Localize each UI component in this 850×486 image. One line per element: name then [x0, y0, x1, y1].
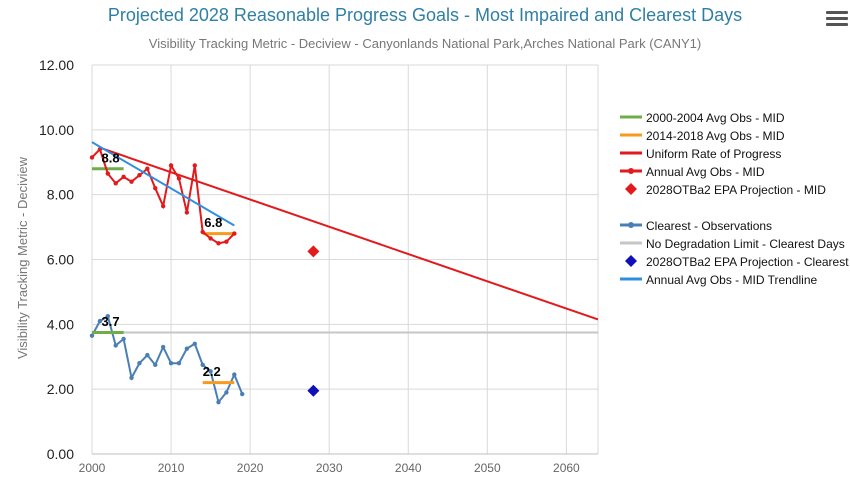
clearest-observations-point [232, 372, 237, 377]
clearest-observations-point [137, 361, 142, 366]
legend-label: 2028OTBa2 EPA Projection - MID [646, 183, 826, 197]
clearest-observations-point [216, 399, 221, 405]
annual-avg-obs-mid-point [168, 163, 174, 168]
clearest-observations-point [224, 390, 229, 395]
clearest-observations-point [240, 391, 245, 397]
annual-avg-obs-mid-point [216, 241, 221, 246]
grid [91, 64, 599, 455]
y-tick-label: 4.00 [47, 316, 74, 332]
annual-avg-obs-mid-point [129, 179, 134, 184]
clearest-observations-point [168, 361, 174, 366]
hamburger-menu-icon[interactable] [826, 11, 848, 29]
clearest-observations-point [113, 343, 118, 348]
axes: 2000 2010 2020 2030 2040 2050 2060 0.00 2.00 4.00… [39, 57, 598, 475]
legend-label: 2014-2018 Avg Obs - MID [646, 129, 785, 143]
legend-label: Annual Avg Obs - MID Trendline [646, 273, 818, 287]
chart-subtitle: Visibility Tracking Metric - Deciview - … [148, 36, 702, 51]
2028otba2-epa-projection-clearest-marker [307, 384, 320, 397]
data-annotation: 2.2 [203, 364, 221, 379]
legend-item[interactable]: 2014-2018 Avg Obs - MID [620, 129, 785, 143]
x-tick-label: 2050 [474, 461, 501, 475]
legend-label: Uniform Rate of Progress [646, 147, 781, 161]
annual-avg-obs-mid-point [184, 210, 190, 215]
annual-avg-obs-mid-point [200, 229, 205, 235]
y-axis-label: Visibility Tracking Metric - Deciview [15, 156, 30, 359]
legend-marker [625, 183, 637, 195]
clearest-observations-point [160, 344, 166, 350]
clearest-observations-point [105, 314, 111, 319]
annual-avg-obs-mid-point [89, 155, 95, 160]
data-annotation: 8.8 [101, 150, 119, 165]
y-tick-label: 0.00 [47, 446, 74, 462]
annual-avg-obs-mid-point [232, 231, 237, 236]
annual-avg-obs-mid-point [113, 181, 118, 186]
legend-label: 2000-2004 Avg Obs - MID [646, 111, 785, 125]
clearest-observations-point [176, 361, 182, 366]
legend-marker [625, 255, 637, 267]
clearest-observations-point [200, 362, 205, 368]
chart-title: Projected 2028 Reasonable Progress Goals… [107, 5, 743, 25]
clearest-observations-point [153, 362, 158, 368]
annual-avg-obs-mid-point [176, 176, 182, 181]
annotations: 8.8 6.8 3.7 2.2 [101, 150, 222, 379]
2028otba2-epa-projection-mid-marker [307, 245, 320, 258]
clearest-observations-point [192, 341, 197, 346]
clearest-observations-point [97, 318, 103, 324]
x-tick-label: 2060 [553, 461, 580, 475]
uniform-rate-of-progress-line [99, 146, 599, 321]
annual-avg-obs-mid-point [153, 185, 158, 191]
legend-label: No Degradation Limit - Clearest Days [646, 237, 845, 251]
legend-label: 2028OTBa2 EPA Projection - Clearest [646, 255, 849, 269]
legend-marker-dot [628, 168, 634, 174]
y-tick-label: 10.00 [39, 122, 74, 138]
legend-label: Clearest - Observations [646, 219, 772, 233]
clearest-observations-point [89, 333, 95, 338]
x-tick-label: 2010 [158, 461, 185, 475]
legend: 2000-2004 Avg Obs - MID 2014-2018 Avg Obs… [620, 111, 849, 287]
x-tick-label: 2040 [395, 461, 422, 475]
data-annotation: 3.7 [101, 314, 119, 329]
data-annotation: 6.8 [204, 215, 222, 230]
y-tick-label: 2.00 [47, 381, 74, 397]
legend-item[interactable]: 2028OTBa2 EPA Projection - Clearest [625, 255, 849, 269]
clearest-observations-point [121, 336, 126, 342]
clearest-observations-point [129, 375, 134, 381]
annual-avg-obs-mid-trendline-line [91, 141, 235, 227]
x-tick-label: 2030 [316, 461, 343, 475]
series-layer [89, 141, 599, 405]
clearest-observations-point [145, 352, 150, 358]
legend-item[interactable]: Uniform Rate of Progress [620, 147, 781, 161]
legend-item[interactable]: 2000-2004 Avg Obs - MID [620, 111, 785, 125]
y-tick-label: 12.00 [39, 57, 74, 73]
clearest-observations-point [184, 346, 190, 351]
annual-avg-obs-mid-point [105, 171, 111, 176]
y-tick-label: 8.00 [47, 187, 74, 203]
x-tick-label: 2020 [237, 461, 264, 475]
annual-avg-obs-mid-point [160, 203, 166, 209]
x-tick-label: 2000 [79, 461, 106, 475]
legend-item[interactable]: No Degradation Limit - Clearest Days [620, 237, 845, 251]
legend-label: Annual Avg Obs - MID [646, 165, 765, 179]
y-tick-label: 6.00 [47, 252, 74, 268]
annual-avg-obs-mid-point [208, 236, 213, 241]
annual-avg-obs-mid-point [224, 239, 229, 244]
legend-item[interactable]: 2028OTBa2 EPA Projection - MID [625, 183, 826, 197]
legend-item[interactable]: Clearest - Observations [620, 219, 772, 233]
clearest-observations-point [208, 369, 213, 374]
annual-avg-obs-mid-point [192, 163, 197, 168]
legend-marker-dot [628, 222, 634, 228]
legend-item[interactable]: Annual Avg Obs - MID Trendline [620, 273, 818, 287]
annual-avg-obs-mid-point [137, 173, 142, 178]
legend-item[interactable]: Annual Avg Obs - MID [620, 165, 765, 179]
annual-avg-obs-mid-point [121, 174, 126, 180]
annual-avg-obs-mid-point [145, 166, 150, 171]
